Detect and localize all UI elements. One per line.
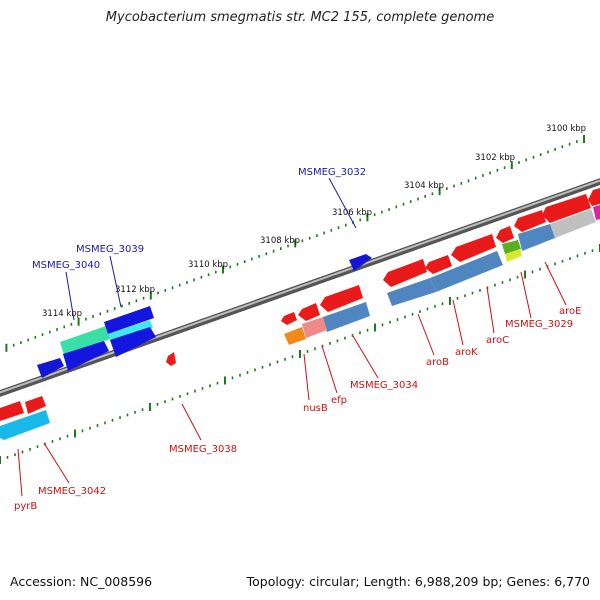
scale-labels: 3100 kbp 3102 kbp 3104 kbp 3106 kbp 3108… <box>42 124 586 319</box>
leader-line <box>181 403 202 441</box>
leader-line <box>520 271 532 319</box>
reverse-gene-labels: aroE MSMEG_3029 aroC aroK aroB MSMEG_303… <box>14 306 581 512</box>
gene-arrow-reverse[interactable] <box>550 209 596 238</box>
gene-label[interactable]: pyrB <box>14 501 37 512</box>
gene-label[interactable]: aroC <box>486 335 509 346</box>
leader-line <box>43 442 70 484</box>
tick-label: 3104 kbp <box>404 181 444 191</box>
gene-arrow-reverse[interactable] <box>505 249 522 262</box>
gene-arrow-reverse[interactable] <box>502 240 521 254</box>
gene-arrow-reverse[interactable] <box>383 259 427 287</box>
gene-arrow-reverse[interactable] <box>542 194 591 223</box>
forward-gene-labels: MSMEG_3032 MSMEG_3039 MSMEG_3040 <box>32 167 366 271</box>
gene-arrow-reverse[interactable] <box>284 327 306 345</box>
gene-label[interactable]: aroB <box>426 357 449 368</box>
gene-arrow-reverse[interactable] <box>281 312 297 325</box>
gene-label[interactable]: MSMEG_3032 <box>298 167 366 178</box>
gene-arrow-reverse[interactable] <box>425 255 452 274</box>
gene-arrow-forward[interactable] <box>110 327 156 357</box>
tick-label: 3106 kbp <box>332 208 372 218</box>
gene-arrow-reverse[interactable] <box>588 188 600 206</box>
leader-line <box>17 448 23 497</box>
leader-line <box>486 286 495 334</box>
forward-strand-genes <box>37 254 372 378</box>
tick-label: 3114 kbp <box>42 309 82 319</box>
gene-label[interactable]: MSMEG_3040 <box>32 260 100 271</box>
accession-text: Accession: NC_008596 <box>10 574 153 589</box>
tick-label: 3112 kbp <box>115 285 155 295</box>
leader-line <box>321 345 338 394</box>
gene-arrow-reverse[interactable] <box>25 396 46 414</box>
leader-line <box>452 299 464 346</box>
leader-line <box>352 335 379 379</box>
gene-arrow-reverse[interactable] <box>302 317 327 338</box>
gene-arrow-forward[interactable] <box>104 306 154 334</box>
gene-label[interactable]: MSMEG_3034 <box>350 380 418 391</box>
genome-backbone-highlight <box>0 179 600 394</box>
tick-label: 3110 kbp <box>188 260 228 270</box>
leader-line <box>328 177 357 229</box>
gene-label[interactable]: efp <box>331 395 347 406</box>
gene-arrow-reverse[interactable] <box>323 302 370 332</box>
gene-arrow-reverse[interactable] <box>451 234 496 262</box>
gene-arrow-forward[interactable] <box>349 254 372 271</box>
reverse-strand-genes <box>0 188 600 440</box>
leader-line <box>417 313 435 356</box>
leader-line <box>109 255 122 308</box>
gene-arrow-forward[interactable] <box>108 320 153 342</box>
map-title: Mycobacterium smegmatis str. MC2 155, co… <box>105 10 495 25</box>
leader-line <box>544 261 567 306</box>
leader-lines <box>17 177 567 497</box>
gene-arrow-reverse[interactable] <box>430 251 503 292</box>
tick-label: 3100 kbp <box>546 124 586 134</box>
gene-arrow-reverse[interactable] <box>593 205 600 220</box>
gene-label[interactable]: MSMEG_3029 <box>505 319 573 330</box>
gene-arrow-forward[interactable] <box>63 341 109 371</box>
leader-line <box>65 271 75 321</box>
leader-line <box>303 353 310 401</box>
gene-label[interactable]: MSMEG_3039 <box>76 244 144 255</box>
gene-arrow-reverse[interactable] <box>387 278 436 306</box>
gene-arrow-reverse[interactable] <box>0 401 24 421</box>
gene-label[interactable]: MSMEG_3042 <box>38 486 106 497</box>
genome-summary-text: Topology: circular; Length: 6,988,209 bp… <box>246 574 590 589</box>
gene-arrow-reverse[interactable] <box>496 226 514 243</box>
gene-label[interactable]: MSMEG_3038 <box>169 444 237 455</box>
gene-arrow-reverse[interactable] <box>320 285 363 312</box>
tick-label: 3108 kbp <box>260 236 300 246</box>
gene-arrow-forward[interactable] <box>37 358 64 378</box>
gene-arrow-reverse[interactable] <box>514 210 546 232</box>
gene-arrow-forward[interactable] <box>60 326 110 355</box>
gene-arrow-reverse[interactable] <box>298 303 320 321</box>
gene-arrow-reverse[interactable] <box>166 352 176 366</box>
gene-label[interactable]: aroK <box>455 347 478 358</box>
tick-label: 3102 kbp <box>475 153 515 163</box>
outer-scale <box>5 135 585 352</box>
gene-arrow-reverse[interactable] <box>0 410 50 440</box>
gene-label[interactable]: nusB <box>303 403 328 414</box>
gene-arrow-reverse[interactable] <box>518 224 555 251</box>
gene-label[interactable]: aroE <box>559 306 581 317</box>
